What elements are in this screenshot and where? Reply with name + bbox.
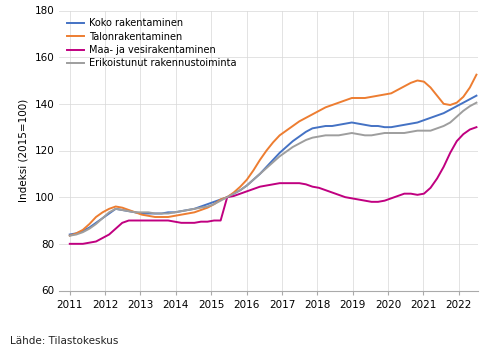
Erikoistunut rakennustoiminta	[467, 104, 473, 108]
Line: Talonrakentaminen: Talonrakentaminen	[70, 75, 476, 236]
Line: Koko rakentaminen: Koko rakentaminen	[70, 96, 476, 235]
Line: Maa- ja vesirakentaminen: Maa- ja vesirakentaminen	[70, 127, 476, 244]
Talonrakentaminen	[467, 85, 473, 90]
Erikoistunut rakennustoiminta	[191, 207, 197, 211]
Koko rakentaminen	[178, 209, 184, 213]
Erikoistunut rakennustoiminta	[178, 209, 184, 213]
Koko rakentaminen	[473, 93, 479, 98]
Erikoistunut rakennustoiminta	[257, 172, 263, 176]
Talonrakentaminen	[270, 140, 276, 145]
Erikoistunut rakennustoiminta	[349, 131, 355, 135]
Maa- ja vesirakentaminen	[467, 127, 473, 132]
Koko rakentaminen	[270, 158, 276, 162]
Talonrakentaminen	[67, 233, 73, 238]
Maa- ja vesirakentaminen	[191, 221, 197, 225]
Line: Erikoistunut rakennustoiminta: Erikoistunut rakennustoiminta	[70, 103, 476, 236]
Maa- ja vesirakentaminen	[178, 221, 184, 225]
Koko rakentaminen	[191, 207, 197, 211]
Koko rakentaminen	[467, 97, 473, 101]
Y-axis label: Indeksi (2015=100): Indeksi (2015=100)	[19, 99, 29, 202]
Talonrakentaminen	[191, 210, 197, 215]
Talonrakentaminen	[257, 158, 263, 162]
Maa- ja vesirakentaminen	[349, 196, 355, 201]
Erikoistunut rakennustoiminta	[473, 100, 479, 105]
Erikoistunut rakennustoiminta	[270, 160, 276, 164]
Koko rakentaminen	[257, 172, 263, 176]
Koko rakentaminen	[67, 232, 73, 237]
Talonrakentaminen	[473, 72, 479, 77]
Talonrakentaminen	[349, 96, 355, 100]
Legend: Koko rakentaminen, Talonrakentaminen, Maa- ja vesirakentaminen, Erikoistunut rak: Koko rakentaminen, Talonrakentaminen, Ma…	[64, 15, 240, 71]
Maa- ja vesirakentaminen	[67, 242, 73, 246]
Text: Lähde: Tilastokeskus: Lähde: Tilastokeskus	[10, 336, 118, 346]
Talonrakentaminen	[178, 212, 184, 217]
Koko rakentaminen	[349, 120, 355, 125]
Maa- ja vesirakentaminen	[473, 125, 479, 129]
Maa- ja vesirakentaminen	[270, 182, 276, 187]
Erikoistunut rakennustoiminta	[67, 233, 73, 238]
Maa- ja vesirakentaminen	[257, 184, 263, 189]
